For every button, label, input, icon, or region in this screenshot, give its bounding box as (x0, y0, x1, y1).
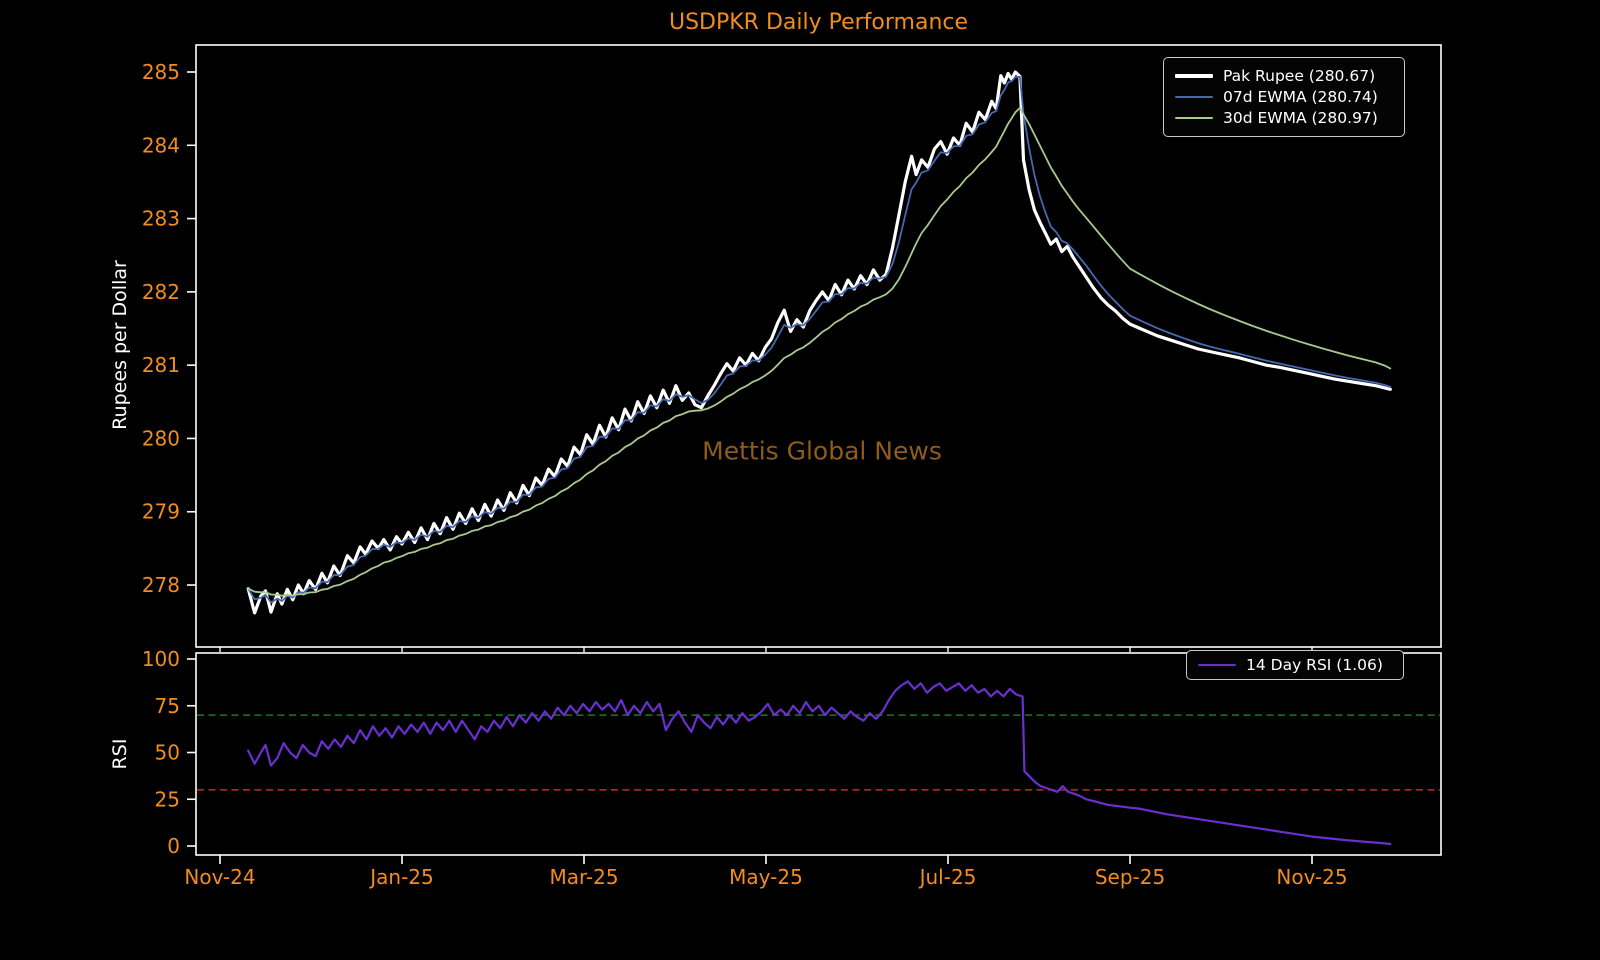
x-tick-label: Sep-25 (1095, 865, 1165, 889)
rsi-line (247, 680, 1392, 846)
price-line (246, 70, 1392, 615)
price-y-tick-label: 284 (142, 133, 180, 157)
pak-rupee-line-swatch (1175, 74, 1213, 78)
price-y-tick-label: 282 (142, 280, 180, 304)
x-tick-label: Jul-25 (918, 865, 977, 889)
rsi-y-tick-label: 75 (155, 694, 180, 718)
legend-entry-ewma07: 07d EWMA (280.74) (1175, 87, 1393, 108)
rsi-line-swatch (1198, 663, 1236, 667)
x-tick-label: Mar-25 (549, 865, 618, 889)
x-tick-label: Jan-25 (368, 865, 434, 889)
rsi-panel-border (195, 652, 1442, 856)
legend-entry-pak-rupee: Pak Rupee (280.67) (1175, 66, 1393, 87)
ewma07-legend-label: 07d EWMA (280.74) (1223, 87, 1378, 106)
price-panel-border (195, 44, 1442, 648)
rsi-legend: 14 Day RSI (1.06) (1186, 650, 1404, 680)
pak-rupee-legend-label: Pak Rupee (280.67) (1223, 66, 1376, 85)
rsi-legend-label: 14 Day RSI (1.06) (1246, 655, 1383, 674)
x-tick-label: Nov-25 (1276, 865, 1347, 889)
price-y-tick-label: 285 (142, 60, 180, 84)
ewma30-legend-label: 30d EWMA (280.97) (1223, 108, 1378, 127)
legend-entry-rsi: 14 Day RSI (1.06) (1198, 655, 1392, 676)
rsi-y-tick-label: 100 (142, 647, 180, 671)
price-y-axis-label: Rupees per Dollar (109, 260, 131, 430)
x-tick-label: May-25 (729, 865, 803, 889)
rsi-y-tick-label: 50 (155, 741, 180, 765)
price-y-tick-label: 278 (142, 573, 180, 597)
price-y-tick-label: 283 (142, 207, 180, 231)
legend-entry-ewma30: 30d EWMA (280.97) (1175, 108, 1393, 129)
ewma30-line (247, 107, 1392, 597)
price-y-tick-label: 280 (142, 426, 180, 450)
x-tick-label: Nov-24 (184, 865, 255, 889)
watermark: Mettis Global News (702, 436, 942, 466)
ewma07-line-swatch (1175, 96, 1213, 98)
rsi-y-tick-label: 25 (155, 787, 180, 811)
price-y-tick-label: 279 (142, 500, 180, 524)
price-y-tick-label: 281 (142, 353, 180, 377)
rsi-y-tick-label: 0 (167, 834, 180, 858)
ewma07-line (247, 75, 1392, 604)
price-legend: Pak Rupee (280.67) 07d EWMA (280.74) 30d… (1163, 57, 1405, 137)
rsi-y-axis-label: RSI (109, 738, 131, 770)
ewma30-line-swatch (1175, 117, 1213, 119)
chart-title: USDPKR Daily Performance (668, 10, 969, 35)
